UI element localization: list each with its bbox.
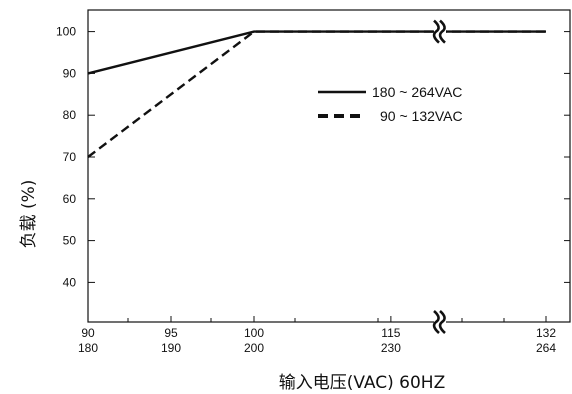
legend-label-dashed: 90 ~ 132VAC bbox=[380, 108, 463, 124]
x-tick-label-bottom: 200 bbox=[244, 341, 264, 355]
x-tick-label-top: 100 bbox=[244, 326, 264, 340]
series-line-solid bbox=[87, 30, 546, 75]
axis-break-bottom bbox=[432, 310, 446, 334]
x-tick-label-bottom: 190 bbox=[161, 341, 181, 355]
y-tick-label: 70 bbox=[63, 150, 77, 164]
x-tick-label-top: 115 bbox=[381, 326, 400, 340]
plot-frame bbox=[87, 9, 571, 323]
x-axis-title: 输入电压(VAC) 60HZ bbox=[279, 373, 445, 393]
x-tick-label-top: 95 bbox=[164, 326, 178, 340]
y-tick-label: 40 bbox=[63, 275, 77, 289]
x-tick-label-top: 132 bbox=[536, 326, 556, 340]
y-tick-label: 60 bbox=[63, 192, 77, 206]
y-tick-label: 50 bbox=[63, 234, 77, 248]
x-tick-label-bottom: 264 bbox=[536, 341, 556, 355]
y-tick-label: 100 bbox=[56, 25, 76, 39]
y-axis-title: 负载 (%) bbox=[19, 180, 39, 249]
y-tick-label: 80 bbox=[63, 108, 77, 122]
axis-break-top bbox=[432, 19, 446, 44]
y-tick-label: 90 bbox=[63, 66, 77, 80]
x-tick-label-top: 90 bbox=[81, 326, 95, 340]
series-line-dashed bbox=[87, 30, 546, 158]
x-tick-label-bottom: 180 bbox=[78, 341, 98, 355]
x-tick-label-bottom: 230 bbox=[381, 341, 401, 355]
legend-label-solid: 180 ~ 264VAC bbox=[372, 84, 462, 100]
